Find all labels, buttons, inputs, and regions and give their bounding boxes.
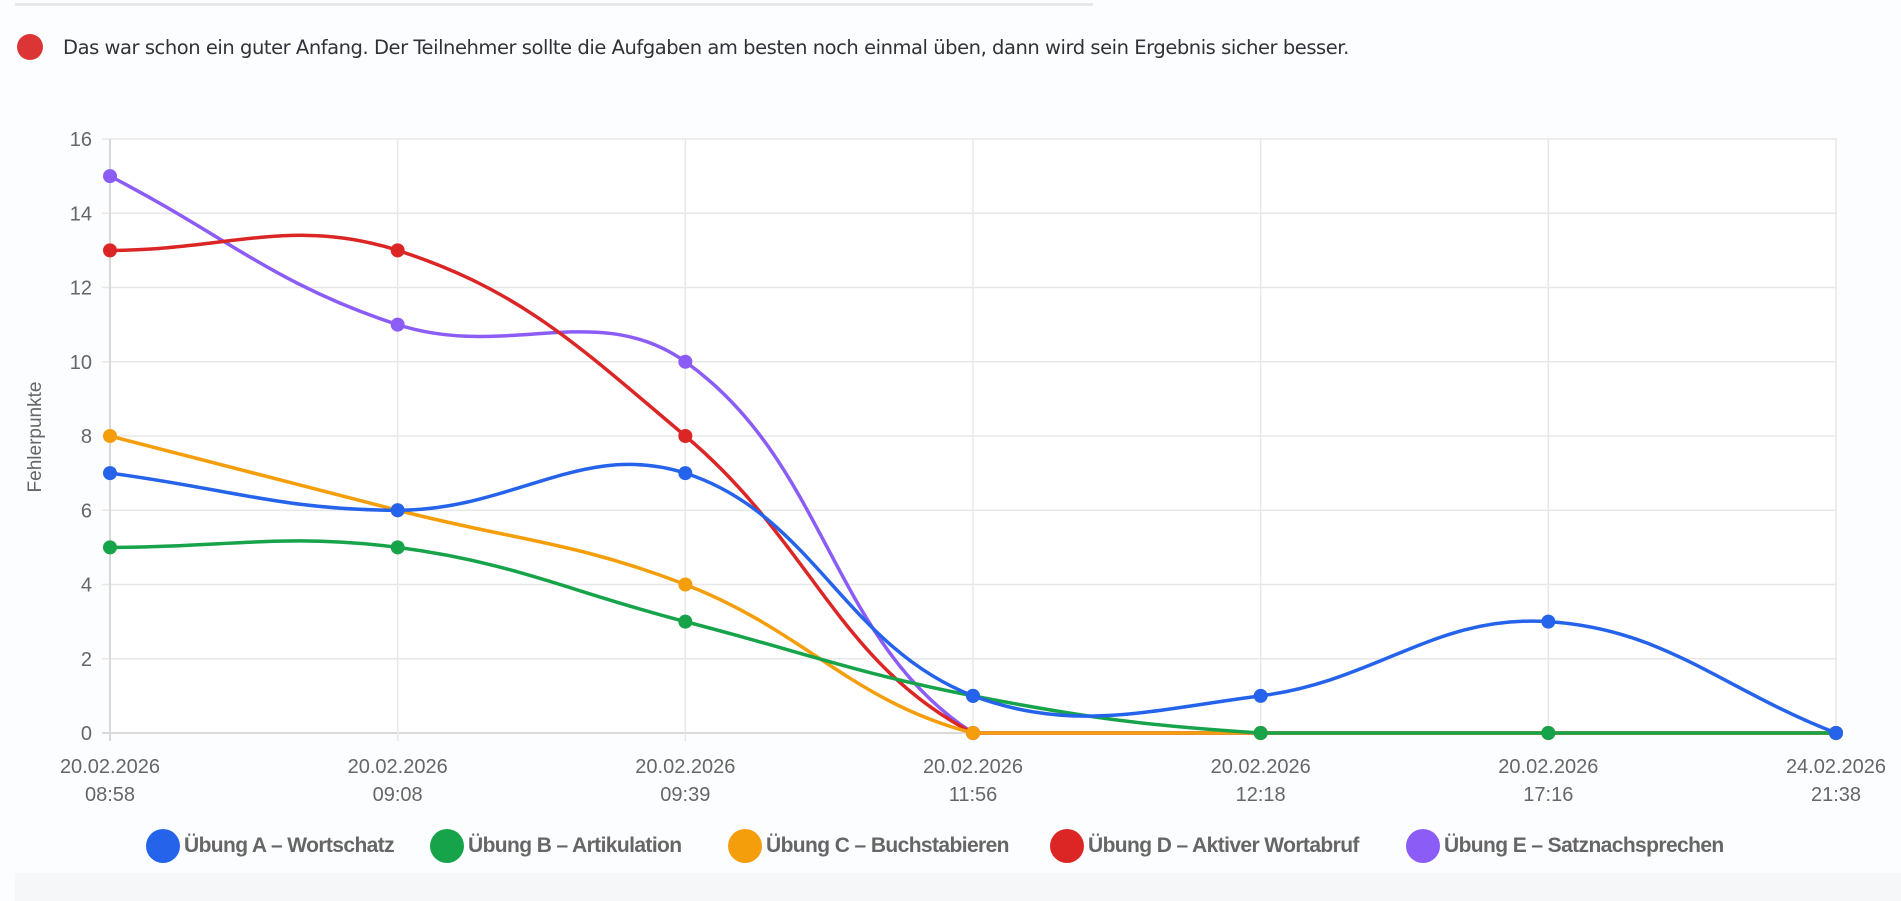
- data-point[interactable]: [1253, 726, 1268, 740]
- feedback-text: Das war schon ein guter Anfang. Der Teil…: [63, 35, 1349, 59]
- legend-label: Übung C – Buchstabieren: [766, 834, 1010, 857]
- y-axis-title: Fehlerpunkte: [25, 381, 46, 493]
- x-tick-time: 09:08: [373, 784, 423, 806]
- x-tick-date: 20.02.2026: [348, 756, 448, 778]
- x-tick-time: 08:58: [85, 784, 135, 806]
- x-tick-time: 09:39: [660, 784, 710, 806]
- chart-grid: [102, 138, 1837, 741]
- data-point[interactable]: [966, 688, 980, 703]
- legend-swatch-icon: [728, 829, 762, 863]
- data-point[interactable]: [678, 466, 693, 481]
- x-tick-time: 17:16: [1523, 784, 1573, 806]
- y-tick-label: 10: [70, 352, 92, 374]
- legend-item-uebung-d[interactable]: Übung D – Aktiver Wortabruf: [1050, 828, 1359, 864]
- x-tick-date: 20.02.2026: [923, 756, 1023, 778]
- data-point[interactable]: [103, 243, 117, 258]
- legend-swatch-icon: [430, 829, 464, 863]
- y-tick-label: 0: [81, 723, 92, 745]
- x-tick-date: 20.02.2026: [635, 756, 735, 778]
- y-tick-label: 12: [70, 278, 92, 300]
- data-point[interactable]: [1829, 726, 1843, 740]
- chart-series: [103, 169, 1843, 740]
- series-line: [103, 462, 1843, 740]
- x-tick-date: 20.02.2026: [1498, 756, 1598, 778]
- legend-label: Übung A – Wortschatz: [184, 834, 395, 857]
- data-point[interactable]: [390, 243, 405, 258]
- y-tick-label: 8: [81, 426, 92, 448]
- legend-swatch-icon: [1406, 829, 1440, 863]
- data-point[interactable]: [1541, 726, 1556, 740]
- chart-legend: Übung A – Wortschatz Übung B – Artikulat…: [0, 828, 1901, 864]
- data-point[interactable]: [678, 429, 693, 443]
- data-point[interactable]: [103, 429, 117, 443]
- y-tick-label: 4: [81, 575, 92, 597]
- y-tick-label: 16: [70, 129, 92, 151]
- legend-label: Übung E – Satznachsprechen: [1444, 834, 1724, 857]
- legend-item-uebung-b[interactable]: Übung B – Artikulation: [430, 828, 682, 864]
- x-tick-time: 12:18: [1236, 784, 1286, 806]
- feedback-message: Das war schon ein guter Anfang. Der Teil…: [17, 33, 1349, 61]
- x-tick-date: 20.02.2026: [60, 756, 160, 778]
- bottom-band: [15, 873, 1901, 901]
- data-point[interactable]: [1541, 614, 1556, 629]
- y-axis-ticks: 0 2 4 6 8 10 12 14 16: [70, 129, 92, 745]
- data-point[interactable]: [966, 726, 980, 740]
- x-tick-time: 11:56: [949, 784, 998, 806]
- x-tick-date: 20.02.2026: [1211, 756, 1311, 778]
- legend-item-uebung-e[interactable]: Übung E – Satznachsprechen: [1406, 828, 1724, 864]
- data-point[interactable]: [1253, 688, 1268, 703]
- data-point[interactable]: [390, 540, 405, 555]
- x-axis-ticks: 20.02.2026 08:58 20.02.2026 09:08 20.02.2026…: [60, 756, 1886, 806]
- y-tick-label: 2: [81, 649, 92, 671]
- top-divider: [15, 3, 1093, 6]
- data-point[interactable]: [390, 317, 405, 332]
- data-point[interactable]: [678, 577, 693, 592]
- legend-swatch-icon: [1050, 829, 1084, 863]
- legend-label: Übung D – Aktiver Wortabruf: [1088, 834, 1359, 857]
- legend-swatch-icon: [146, 829, 180, 863]
- x-tick-time: 21:38: [1811, 784, 1861, 806]
- data-point[interactable]: [103, 540, 117, 555]
- y-tick-label: 6: [81, 500, 92, 522]
- status-indicator-icon: [17, 34, 43, 60]
- data-point[interactable]: [678, 614, 693, 629]
- data-point[interactable]: [390, 503, 405, 518]
- x-tick-date: 24.02.2026: [1786, 756, 1886, 778]
- legend-item-uebung-c[interactable]: Übung C – Buchstabieren: [728, 828, 1010, 864]
- legend-item-uebung-a[interactable]: Übung A – Wortschatz: [146, 828, 395, 864]
- data-point[interactable]: [678, 354, 693, 369]
- y-tick-label: 14: [70, 203, 92, 225]
- data-point[interactable]: [103, 169, 117, 184]
- legend-label: Übung B – Artikulation: [468, 834, 682, 857]
- data-point[interactable]: [103, 466, 117, 481]
